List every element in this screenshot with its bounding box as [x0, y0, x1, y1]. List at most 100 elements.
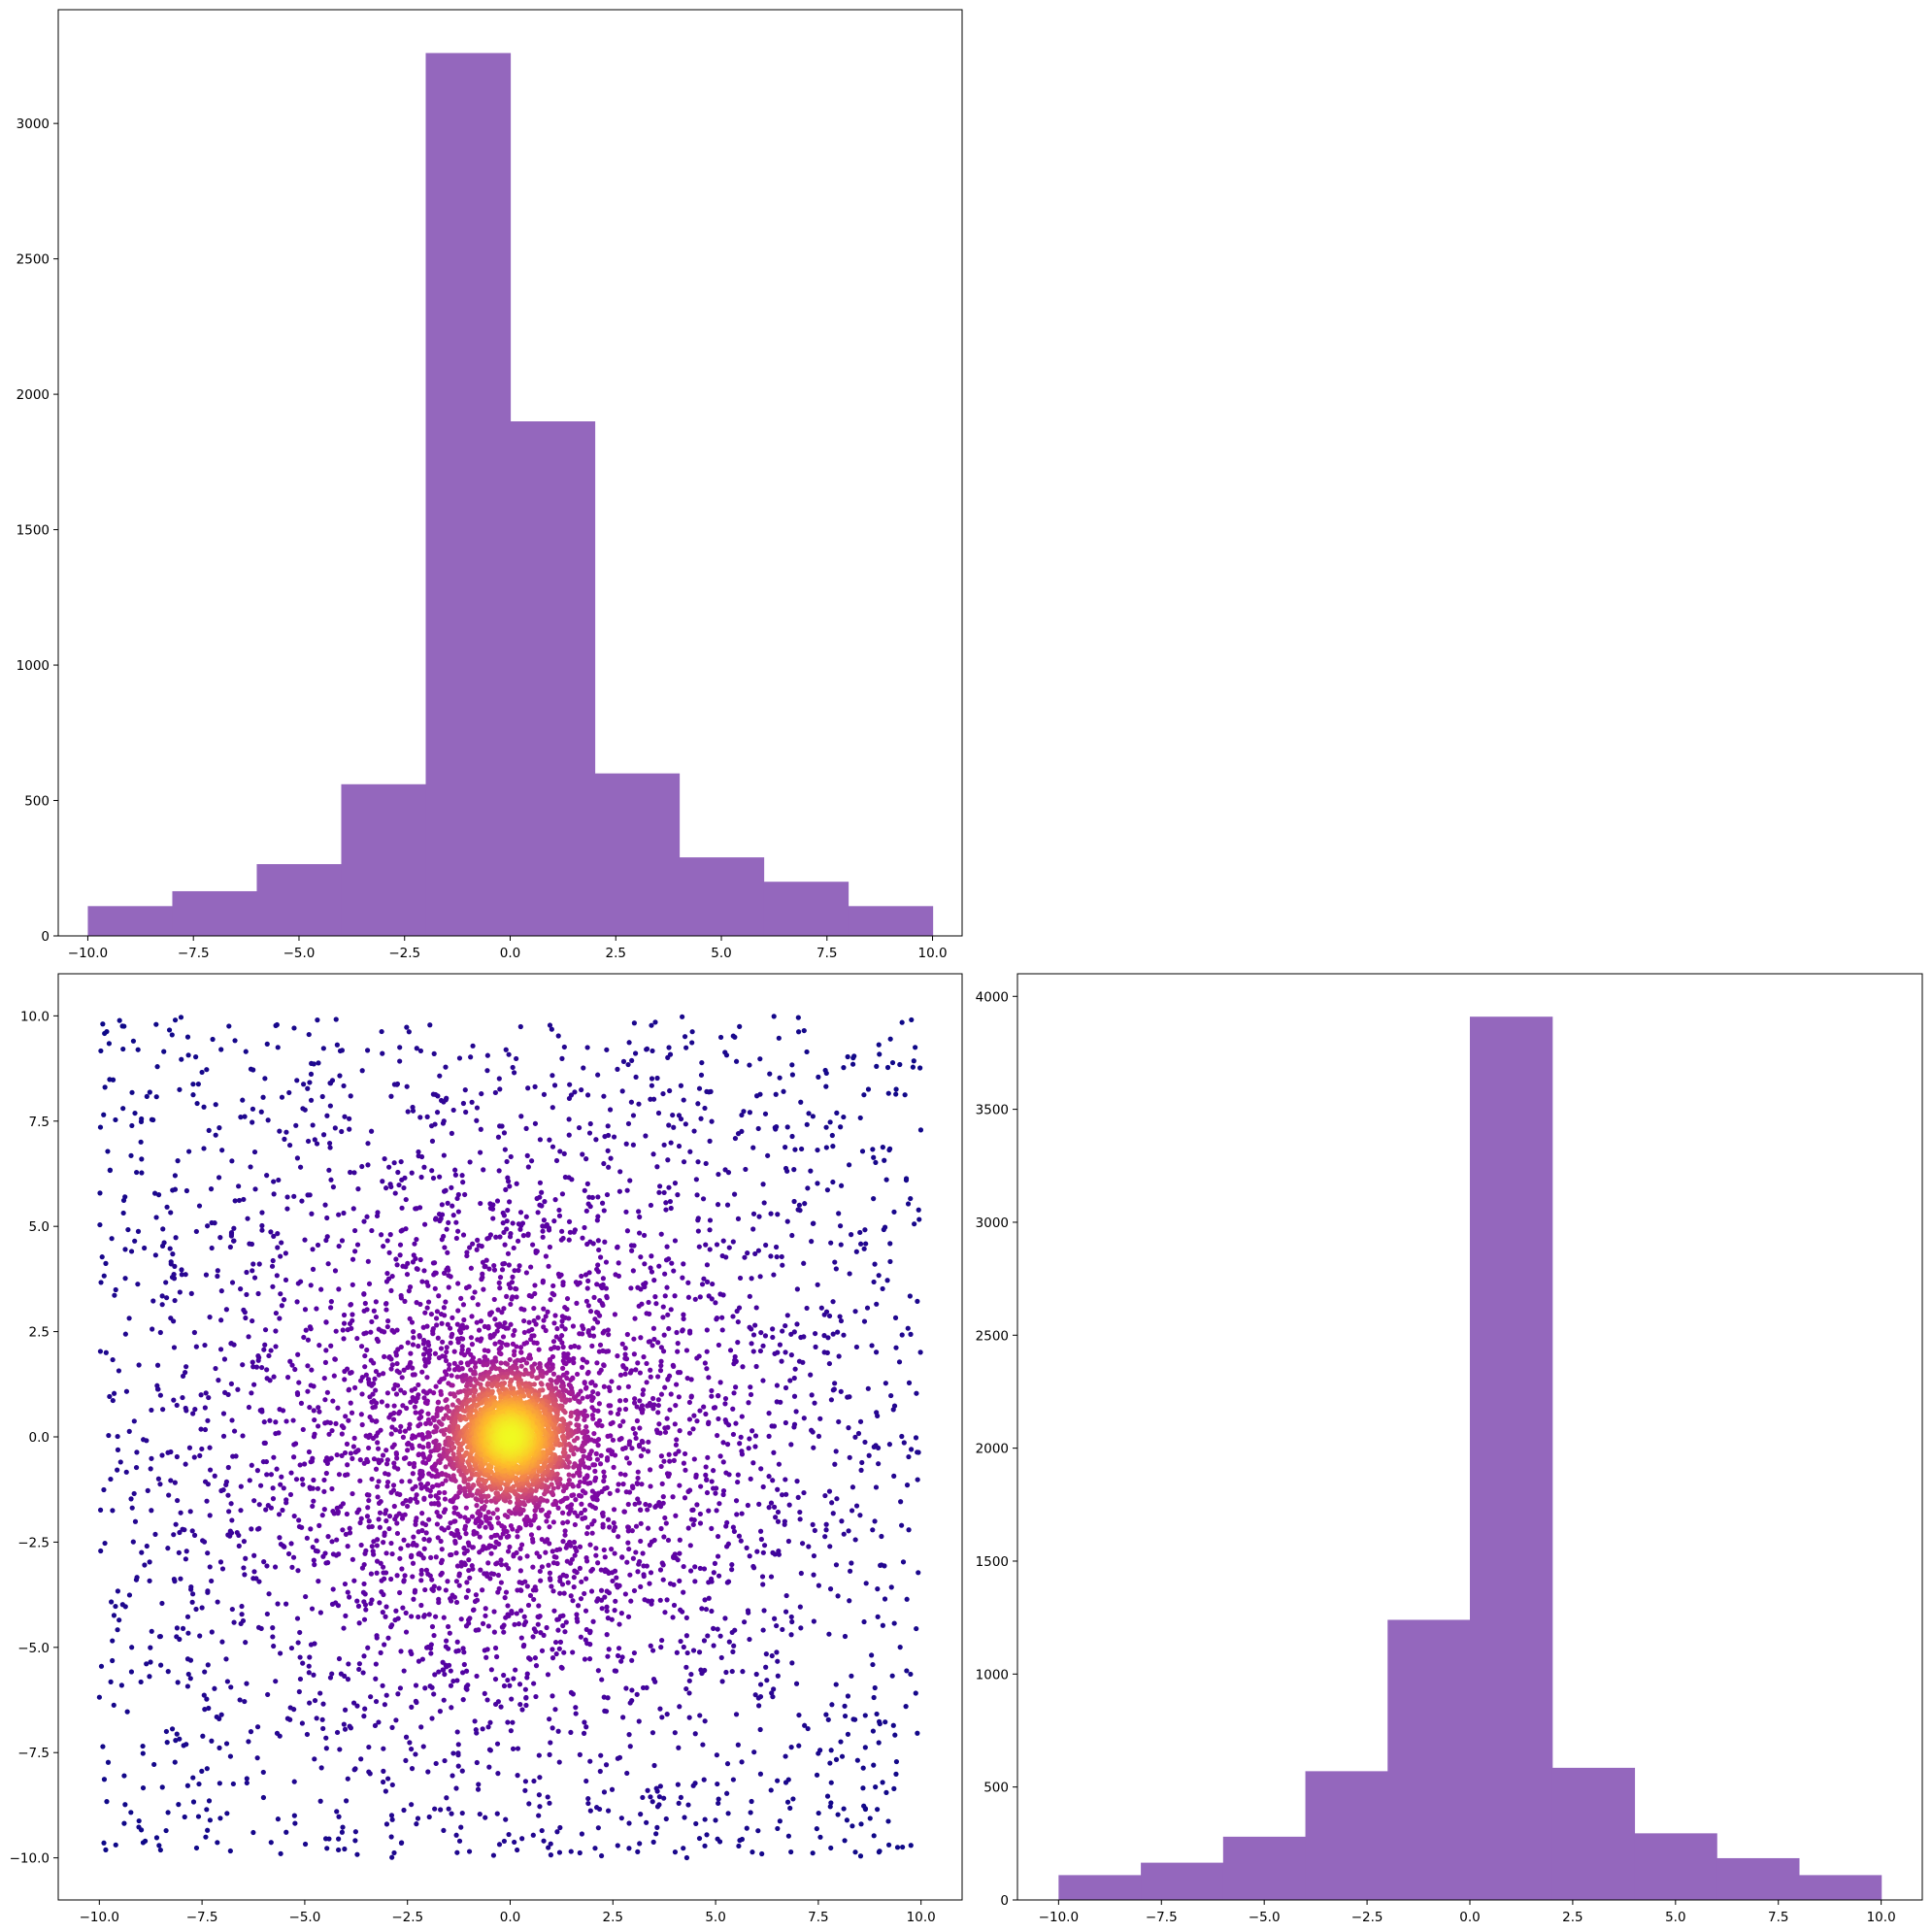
- scatter-point: [534, 1375, 540, 1382]
- scatter-point: [599, 1284, 605, 1291]
- scatter-point: [108, 1476, 114, 1482]
- scatter-point: [580, 1430, 585, 1436]
- scatter-point: [619, 1341, 625, 1347]
- scatter-point: [455, 1426, 461, 1432]
- scatter-point: [729, 1668, 735, 1675]
- scatter-point: [749, 1798, 754, 1805]
- scatter-point: [422, 1460, 429, 1466]
- scatter-point: [342, 1846, 348, 1852]
- scatter-point: [740, 1669, 746, 1675]
- scatter-point: [275, 1231, 281, 1237]
- scatter-point: [216, 1175, 222, 1181]
- scatter-point: [471, 1383, 478, 1389]
- scatter-point: [601, 1789, 608, 1795]
- scatter-point: [720, 1238, 726, 1244]
- scatter-point: [198, 1426, 204, 1432]
- scatter-point: [340, 1527, 346, 1533]
- scatter-point: [794, 1286, 800, 1292]
- scatter-point: [695, 1217, 701, 1223]
- scatter-point: [97, 1349, 104, 1354]
- scatter-point: [847, 1598, 852, 1604]
- scatter-point: [587, 1332, 593, 1339]
- scatter-point: [373, 1698, 380, 1705]
- scatter-point: [270, 1634, 276, 1640]
- scatter-point: [706, 1293, 712, 1299]
- scatter-point: [323, 1348, 329, 1353]
- scatter-point: [773, 1244, 780, 1250]
- scatter-point: [516, 1580, 522, 1585]
- scatter-point: [140, 1784, 147, 1791]
- scatter-point: [750, 1332, 757, 1338]
- scatter-point: [357, 1478, 363, 1483]
- scatter-point: [241, 1565, 247, 1571]
- scatter-point: [892, 1315, 899, 1320]
- scatter-point: [205, 1662, 211, 1668]
- scatter-point: [608, 1155, 614, 1161]
- scatter-point: [207, 1817, 214, 1823]
- scatter-point: [435, 1500, 441, 1506]
- scatter-point: [398, 1387, 404, 1393]
- scatter-point: [859, 1149, 866, 1154]
- scatter-point: [383, 1604, 389, 1610]
- scatter-point: [494, 1811, 500, 1816]
- scatter-point: [193, 1054, 199, 1060]
- scatter-point: [852, 1309, 858, 1315]
- scatter-point: [431, 1050, 437, 1056]
- scatter-point: [709, 1479, 715, 1484]
- scatter-point: [117, 1459, 123, 1465]
- scatter-point: [183, 1370, 188, 1376]
- scatter-point: [514, 1286, 519, 1292]
- scatter-point: [647, 1581, 652, 1586]
- scatter-point: [481, 1167, 486, 1173]
- scatter-point: [474, 1759, 480, 1766]
- scatter-point: [550, 1519, 556, 1525]
- scatter-point: [804, 1049, 810, 1055]
- scatter-point: [482, 1264, 487, 1270]
- scatter-point: [332, 1356, 338, 1362]
- scatter-point: [485, 1348, 491, 1354]
- scatter-point: [874, 1301, 880, 1307]
- scatter-point: [710, 1281, 716, 1287]
- scatter-point: [350, 1490, 355, 1497]
- scatter-point: [648, 1483, 653, 1489]
- scatter-point: [547, 1541, 552, 1547]
- scatter-point: [657, 1783, 663, 1789]
- scatter-point: [174, 1625, 181, 1631]
- scatter-point: [489, 1206, 496, 1212]
- scatter-point: [566, 1472, 572, 1478]
- scatter-point: [200, 1733, 206, 1739]
- scatter-point: [191, 1532, 198, 1538]
- scatter-point: [323, 1470, 329, 1477]
- scatter-point: [155, 1386, 161, 1392]
- scatter-point: [692, 1781, 698, 1786]
- scatter-point: [243, 1315, 249, 1321]
- histogram-bar: [256, 864, 343, 936]
- scatter-point: [443, 1587, 449, 1593]
- scatter-point: [805, 1725, 811, 1732]
- scatter-point: [524, 1675, 530, 1681]
- scatter-point: [132, 1110, 138, 1116]
- scatter-point: [120, 1106, 126, 1112]
- scatter-point: [830, 1179, 836, 1185]
- scatter-point: [673, 1382, 680, 1387]
- scatter-point: [465, 1587, 471, 1593]
- scatter-point: [171, 1271, 177, 1278]
- scatter-point: [620, 1418, 626, 1424]
- scatter-point: [592, 1468, 598, 1474]
- scatter-point: [121, 1773, 127, 1779]
- scatter-point: [210, 1036, 216, 1043]
- scatter-point: [555, 1627, 561, 1633]
- scatter-point: [524, 1671, 530, 1677]
- scatter-point: [373, 1676, 379, 1682]
- scatter-point: [521, 1317, 527, 1324]
- scatter-point: [365, 1505, 371, 1511]
- scatter-point: [629, 1687, 635, 1693]
- scatter-point: [533, 1693, 539, 1700]
- scatter-point: [547, 1137, 552, 1143]
- scatter-point: [521, 1307, 527, 1313]
- scatter-point: [531, 1626, 537, 1632]
- scatter-point: [687, 1543, 693, 1549]
- scatter-point: [536, 1813, 542, 1818]
- scatter-point: [472, 1371, 478, 1377]
- scatter-point: [142, 1245, 148, 1251]
